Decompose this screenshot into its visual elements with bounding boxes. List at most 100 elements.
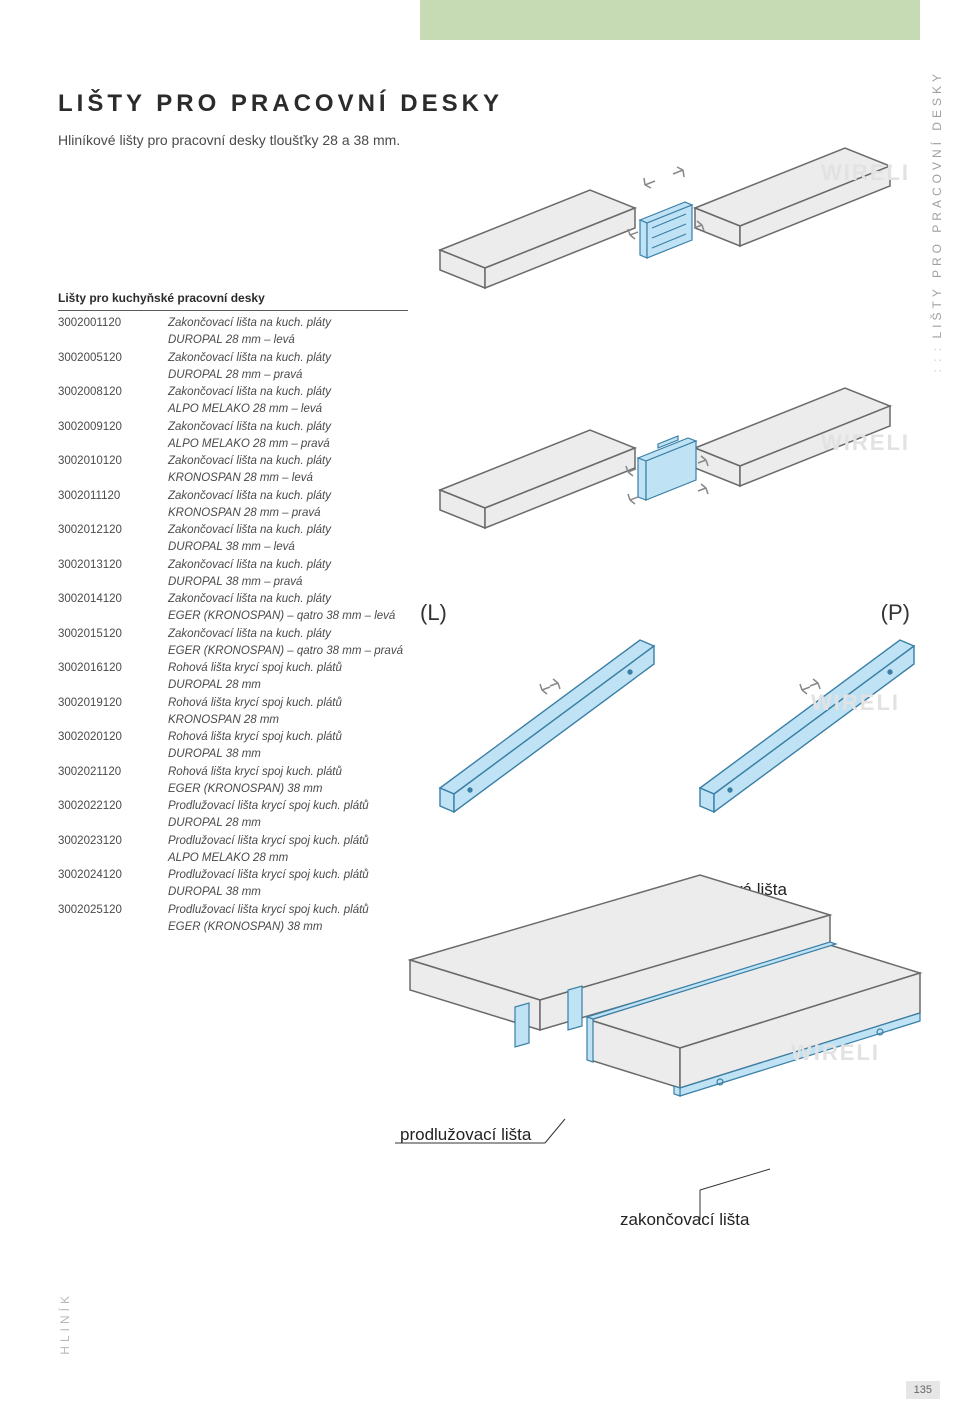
product-desc-line1: Zakončovací lišta na kuch. pláty — [168, 455, 331, 467]
product-desc: Rohová lišta krycí spoj kuch. plátů EGER … — [168, 764, 438, 799]
table-section-heading: Lišty pro kuchyňské pracovní desky — [58, 288, 408, 311]
product-row: 3002021120Rohová lišta krycí spoj kuch. … — [58, 764, 438, 799]
product-code: 3002015120 — [58, 626, 168, 661]
product-desc-line1: Rohová lišta krycí spoj kuch. plátů — [168, 697, 342, 709]
product-desc: Rohová lišta krycí spoj kuch. plátůDUROP… — [168, 729, 438, 764]
product-desc: Rohová lišta krycí spoj kuch. plátůDUROP… — [168, 660, 438, 695]
product-desc-line2: EGER (KRONOSPAN) – qatro 38 mm – levá — [168, 608, 438, 625]
product-row: 3002010120Zakončovací lišta na kuch. plá… — [58, 453, 438, 488]
product-desc: Rohová lišta krycí spoj kuch. plátů KRONO… — [168, 695, 438, 730]
product-code: 3002013120 — [58, 557, 168, 592]
product-desc: Zakončovací lišta na kuch. pláty KRONOSPA… — [168, 453, 438, 488]
product-row: 3002001120Zakončovací lišta na kuch. plá… — [58, 315, 438, 350]
product-desc-line1: Zakončovací lišta na kuch. pláty — [168, 524, 331, 536]
product-desc-line1: Zakončovací lišta na kuch. pláty — [168, 386, 331, 398]
product-desc: Zakončovací lišta na kuch. pláty ALPO MEL… — [168, 384, 438, 419]
product-code: 3002021120 — [58, 764, 168, 799]
callout-line-prodluzovaci — [395, 1115, 595, 1155]
product-code: 3002012120 — [58, 522, 168, 557]
product-code: 3002001120 — [58, 315, 168, 350]
product-desc-line1: Rohová lišta krycí spoj kuch. plátů — [168, 662, 342, 674]
watermark: WIRELI — [791, 1040, 880, 1066]
figure-end-strips: WIRELI — [430, 620, 930, 820]
product-row: 3002014120Zakončovací lišta na kuch. plá… — [58, 591, 438, 626]
product-desc-line1: Prodlužovací lišta krycí spoj kuch. plát… — [168, 904, 369, 916]
product-desc-line1: Zakončovací lišta na kuch. pláty — [168, 317, 331, 329]
product-code: 3002010120 — [58, 453, 168, 488]
product-desc-line1: Zakončovací lišta na kuch. pláty — [168, 628, 331, 640]
product-row: 3002020120Rohová lišta krycí spoj kuch. … — [58, 729, 438, 764]
product-desc-line2: KRONOSPAN 28 mm – levá — [168, 470, 438, 487]
product-row: 3002025120Prodlužovací lišta krycí spoj … — [58, 902, 438, 937]
product-row: 3002011120Zakončovací lišta na kuch. plá… — [58, 488, 438, 523]
figure-exploded-connector: WIRELI — [430, 130, 930, 320]
product-desc-line1: Prodlužovací lišta krycí spoj kuch. plát… — [168, 800, 369, 812]
product-code: 3002020120 — [58, 729, 168, 764]
product-code: 3002022120 — [58, 798, 168, 833]
product-desc-line2: ALPO MELAKO 28 mm – levá — [168, 401, 438, 418]
page-number: 135 — [906, 1381, 940, 1399]
product-code: 3002009120 — [58, 419, 168, 454]
footer-material-label: HLINÍK — [58, 1292, 72, 1355]
product-desc-line1: Zakončovací lišta na kuch. pláty — [168, 352, 331, 364]
product-desc-line2: KRONOSPAN 28 mm – pravá — [168, 505, 438, 522]
watermark: WIRELI — [821, 160, 910, 186]
product-desc: Zakončovací lišta na kuch. pláty DUROPAL … — [168, 522, 438, 557]
product-desc: Zakončovací lišta na kuch. pláty KRONOSPA… — [168, 488, 438, 523]
product-desc: Zakončovací lišta na kuch. pláty EGER (KR… — [168, 626, 438, 661]
side-vertical-title: : : : LIŠTY PRO PRACOVNÍ DESKY — [930, 70, 944, 379]
product-row: 3002023120Prodlužovací lišta krycí spoj … — [58, 833, 438, 868]
product-row: 3002024120Prodlužovací lišta krycí spoj … — [58, 867, 438, 902]
product-desc-line1: Zakončovací lišta na kuch. pláty — [168, 559, 331, 571]
page-title: LIŠTY PRO PRACOVNÍ DESKY — [58, 90, 918, 118]
product-code: 3002019120 — [58, 695, 168, 730]
product-row: 3002016120Rohová lišta krycí spoj kuch. … — [58, 660, 438, 695]
product-row: 3002005120Zakončovací lišta na kuch. plá… — [58, 350, 438, 385]
product-code: 3002024120 — [58, 867, 168, 902]
watermark: WIRELI — [821, 430, 910, 456]
product-desc-line2: EGER (KRONOSPAN) 38 mm — [168, 781, 438, 798]
product-desc-line2: DUROPAL 28 mm — [168, 815, 438, 832]
product-desc: Prodlužovací lišta krycí spoj kuch. plát… — [168, 798, 438, 833]
product-row: 3002022120Prodlužovací lišta krycí spoj … — [58, 798, 438, 833]
product-desc: Zakončovací lišta na kuch. pláty EGER (KR… — [168, 591, 438, 626]
product-desc-line2: DUROPAL 38 mm – levá — [168, 539, 438, 556]
product-code: 3002016120 — [58, 660, 168, 695]
side-dots: : : : — [930, 346, 944, 379]
figure-exploded-connector-2: WIRELI — [430, 370, 930, 560]
product-desc-line1: Prodlužovací lišta krycí spoj kuch. plát… — [168, 869, 369, 881]
product-row: 3002013120Zakončovací lišta na kuch. plá… — [58, 557, 438, 592]
product-desc-line1: Zakončovací lišta na kuch. pláty — [168, 490, 331, 502]
product-desc-line1: Zakončovací lišta na kuch. pláty — [168, 421, 331, 433]
product-desc: Zakončovací lišta na kuch. plátyDUROPAL … — [168, 557, 438, 592]
product-code: 3002011120 — [58, 488, 168, 523]
product-row: 3002015120Zakončovací lišta na kuch. plá… — [58, 626, 438, 661]
watermark: WIRELI — [811, 690, 900, 716]
product-code: 3002014120 — [58, 591, 168, 626]
product-desc-line1: Prodlužovací lišta krycí spoj kuch. plát… — [168, 835, 369, 847]
product-desc-line1: Zakončovací lišta na kuch. pláty — [168, 593, 331, 605]
decorative-top-band — [420, 0, 920, 40]
product-row: 3002009120Zakončovací lišta na kuch. plá… — [58, 419, 438, 454]
product-code: 3002005120 — [58, 350, 168, 385]
figures-column: WIRELI — [430, 130, 930, 1220]
callout-line-zakoncovaci — [610, 1165, 830, 1225]
product-code: 3002008120 — [58, 384, 168, 419]
product-desc-line2: EGER (KRONOSPAN) – qatro 38 mm – pravá — [168, 643, 438, 660]
product-code: 3002023120 — [58, 833, 168, 868]
product-desc-line2: ALPO MELAKO 28 mm – pravá — [168, 436, 438, 453]
diagram-svg-1 — [430, 130, 910, 320]
product-desc: Zakončovací lišta na kuch. pláty DUROPAL … — [168, 350, 438, 385]
product-desc: Zakončovací lišta na kuch. pláty DUROPAL … — [168, 315, 438, 350]
product-row: 3002019120Rohová lišta krycí spoj kuch. … — [58, 695, 438, 730]
product-desc-line1: Rohová lišta krycí spoj kuch. plátů — [168, 766, 342, 778]
diagram-svg-3 — [430, 620, 930, 820]
product-desc: Zakončovací lišta na kuch. pláty ALPO MEL… — [168, 419, 438, 454]
product-desc-line1: Rohová lišta krycí spoj kuch. plátů — [168, 731, 342, 743]
product-desc-line2: KRONOSPAN 28 mm — [168, 712, 438, 729]
diagram-svg-2 — [430, 370, 910, 560]
product-row: 3002012120Zakončovací lišta na kuch. plá… — [58, 522, 438, 557]
product-desc-line2: DUROPAL 28 mm – pravá — [168, 367, 438, 384]
product-desc-line2: DUROPAL 28 mm – levá — [168, 332, 438, 349]
product-row: 3002008120Zakončovací lišta na kuch. plá… — [58, 384, 438, 419]
